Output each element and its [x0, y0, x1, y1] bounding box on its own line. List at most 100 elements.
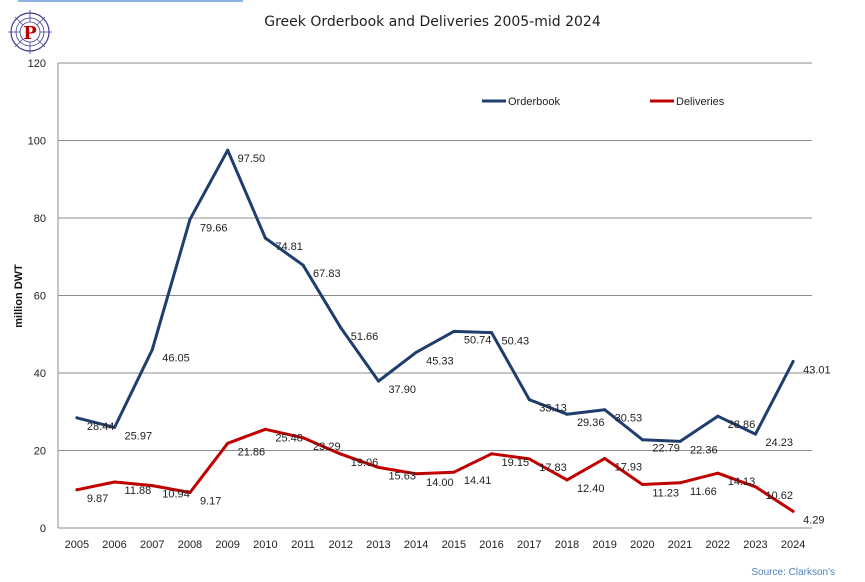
data-point	[716, 471, 720, 475]
data-point	[414, 472, 418, 476]
logo-letter: P	[23, 23, 37, 44]
data-point	[113, 425, 117, 429]
data-point	[452, 470, 456, 474]
y-axis-label: million DWT	[13, 264, 25, 328]
data-label: 24.23	[765, 437, 793, 449]
data-point	[753, 485, 757, 489]
data-label: 28.44	[87, 421, 115, 433]
x-tick-label: 2012	[329, 539, 353, 551]
series-line-deliveries	[76, 427, 795, 513]
data-label: 22.36	[690, 444, 718, 456]
data-label: 29.36	[577, 417, 605, 429]
data-point	[565, 478, 569, 482]
x-tick-label: 2018	[555, 539, 579, 551]
x-tick-label: 2023	[743, 539, 767, 551]
data-label: 23.29	[313, 441, 341, 453]
data-point	[263, 427, 267, 431]
x-tick-label: 2024	[781, 539, 805, 551]
y-tick-label: 0	[40, 523, 46, 535]
data-label: 46.05	[162, 353, 190, 365]
data-label: 17.93	[615, 462, 643, 474]
x-tick-label: 2016	[479, 539, 503, 551]
data-label: 30.53	[615, 413, 643, 425]
data-label: 19.15	[502, 457, 530, 469]
data-label: 25.97	[125, 430, 153, 442]
data-point	[678, 439, 682, 443]
chart-title: Greek Orderbook and Deliveries 2005-mid …	[264, 14, 601, 30]
data-label: 50.43	[502, 336, 530, 348]
data-point	[376, 379, 380, 383]
data-point	[150, 484, 154, 488]
data-label: 67.83	[313, 268, 341, 280]
top-accent-line	[18, 0, 243, 2]
data-label: 79.66	[200, 222, 228, 234]
x-tick-label: 2020	[630, 539, 654, 551]
data-point	[527, 457, 531, 461]
grid-lines	[57, 62, 812, 529]
data-point	[188, 217, 192, 221]
data-label: 74.81	[275, 241, 303, 253]
data-label: 10.62	[765, 490, 793, 502]
data-label: 12.40	[577, 483, 605, 495]
data-label: 25.48	[275, 432, 303, 444]
x-axis-ticks: 2005 2006 2007 2008 2009 2010 2011 2012 2013 2014…	[65, 539, 806, 551]
data-point	[339, 326, 343, 330]
x-tick-label: 2011	[291, 539, 315, 551]
y-tick-label: 60	[34, 291, 46, 303]
y-tick-label: 120	[28, 58, 46, 70]
series-line-orderbook	[76, 148, 795, 443]
x-tick-label: 2010	[253, 539, 277, 551]
data-label: 11.88	[125, 485, 152, 497]
data-label: 10.94	[162, 489, 190, 501]
data-label: 28.86	[728, 419, 756, 431]
source-note: Source: Clarkson's	[751, 567, 835, 578]
data-label: 9.17	[200, 495, 221, 507]
data-point	[263, 236, 267, 240]
x-tick-label: 2006	[102, 539, 126, 551]
data-point	[603, 408, 607, 412]
data-label: 4.29	[803, 514, 824, 526]
data-point	[490, 331, 494, 335]
data-label: 37.90	[388, 384, 416, 396]
data-label: 50.74	[464, 334, 492, 346]
legend-label: Deliveries	[676, 96, 725, 108]
x-tick-label: 2007	[140, 539, 164, 551]
data-point	[716, 414, 720, 418]
x-tick-label: 2021	[668, 539, 692, 551]
data-point	[791, 509, 795, 513]
x-tick-label: 2019	[592, 539, 616, 551]
y-axis-ticks: 0 20 40 60 80 100 120	[28, 58, 46, 535]
data-point	[339, 452, 343, 456]
data-label: 9.87	[87, 493, 108, 505]
data-point	[75, 488, 79, 492]
legend-label: Orderbook	[508, 96, 560, 108]
data-label: 11.66	[690, 486, 717, 498]
data-point	[301, 436, 305, 440]
x-tick-label: 2022	[706, 539, 730, 551]
data-point	[188, 490, 192, 494]
data-point	[113, 480, 117, 484]
y-tick-label: 100	[28, 136, 46, 148]
data-point	[527, 398, 531, 402]
data-point	[376, 465, 380, 469]
data-point	[150, 348, 154, 352]
data-point	[490, 452, 494, 456]
y-tick-label: 40	[34, 368, 46, 380]
data-point	[640, 482, 644, 486]
data-label: 51.66	[351, 331, 379, 343]
data-label: 15.63	[388, 470, 416, 482]
x-tick-label: 2008	[178, 539, 202, 551]
y-tick-label: 80	[34, 213, 46, 225]
data-point	[603, 457, 607, 461]
data-label: 14.41	[464, 475, 492, 487]
data-point	[414, 350, 418, 354]
data-label: 22.79	[652, 443, 680, 455]
data-label: 45.33	[426, 355, 454, 367]
data-label: 33.13	[539, 403, 567, 415]
data-label: 17.83	[539, 462, 567, 474]
data-point	[678, 481, 682, 485]
x-tick-label: 2015	[442, 539, 466, 551]
series-lines	[75, 148, 795, 513]
data-point	[301, 263, 305, 267]
